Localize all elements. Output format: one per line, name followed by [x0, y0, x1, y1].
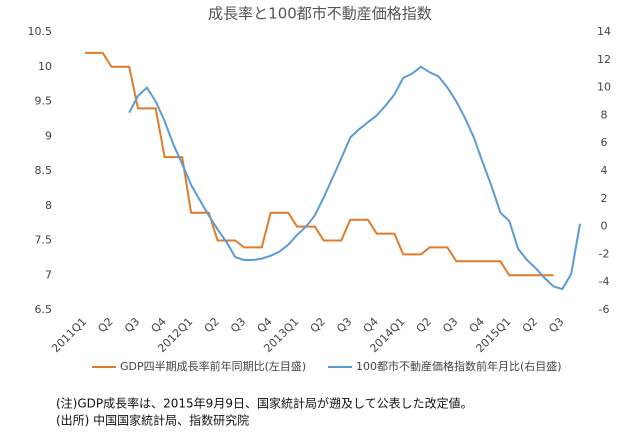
x-tick-label: Q2 — [520, 315, 540, 335]
x-tick-label: Q2 — [95, 315, 115, 335]
y2-tick-label: -2 — [599, 247, 610, 260]
y2-tick-label: 10 — [597, 81, 611, 94]
x-tick-label: Q3 — [546, 315, 566, 335]
y2-tick-label: 4 — [601, 164, 608, 177]
x-tick-label: Q2 — [202, 315, 222, 335]
legend-label: GDP四半期成長率前年同期比(左目盛) — [120, 359, 306, 373]
line — [85, 51, 554, 277]
y2-tick-label: 12 — [597, 53, 611, 66]
x-tick-label: Q4 — [467, 315, 487, 335]
y-tick-label: 10 — [38, 60, 52, 73]
y-tick-label: 9.5 — [35, 95, 53, 108]
x-tick-label: Q4 — [361, 315, 381, 335]
x-tick-label: Q2 — [414, 315, 434, 335]
y-tick-label: 8 — [45, 199, 52, 212]
line — [128, 65, 581, 291]
y2-tick-label: 6 — [601, 136, 608, 149]
y-tick-label: 7.5 — [35, 234, 53, 247]
note: (出所) 中国国家統計局、指数研究院 — [56, 413, 249, 428]
x-tick-label: Q3 — [228, 315, 248, 335]
x-tick-label: Q4 — [149, 315, 169, 335]
x-tick-label: Q3 — [440, 315, 460, 335]
y-tick-label: 6.5 — [35, 303, 53, 316]
y2-tick-label: 2 — [601, 192, 608, 205]
x-tick-label: Q2 — [308, 315, 328, 335]
x-tick-label: Q4 — [255, 315, 275, 335]
y-tick-label: 7 — [45, 268, 52, 281]
y2-tick-label: -4 — [599, 275, 610, 288]
y2-tick-label: 14 — [597, 25, 611, 38]
x-tick-label: 2011Q1 — [49, 315, 89, 355]
y2-tick-label: 8 — [601, 108, 608, 121]
x-tick-label: Q3 — [334, 315, 354, 335]
y-tick-label: 10.5 — [28, 25, 53, 38]
legend-label: 100都市不動産価格指数前年月比(右目盛) — [356, 359, 562, 373]
chart-title: 成長率と100都市不動産価格指数 — [208, 5, 432, 23]
x-tick-label: Q3 — [122, 315, 142, 335]
y-tick-label: 9 — [45, 129, 52, 142]
y-tick-label: 8.5 — [35, 164, 53, 177]
note: (注)GDP成長率は、2015年9月9日、国家統計局が遡及して公表した改定値。 — [56, 396, 473, 411]
y2-tick-label: -6 — [599, 303, 610, 316]
y2-tick-label: 0 — [601, 220, 608, 233]
